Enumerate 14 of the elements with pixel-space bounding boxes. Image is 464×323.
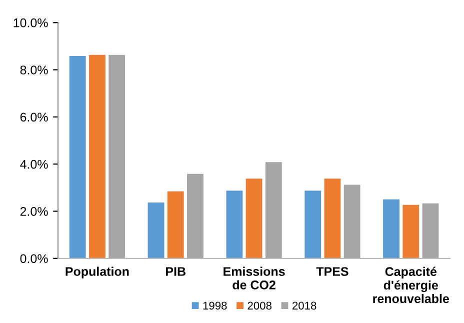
x-tick-label: Population (66, 266, 129, 278)
y-tick-label: 2.0% (20, 207, 48, 216)
legend-label: 2018 (292, 302, 316, 310)
legend-label: 1998 (203, 302, 227, 310)
x-tick-label: Capacité d'énergie renouvelable (373, 266, 450, 304)
y-tick-label: 6.0% (20, 112, 48, 122)
y-tick-label: 0.0% (20, 254, 48, 264)
legend-label: 2008 (248, 302, 272, 310)
y-tick-label: 10.0% (14, 18, 48, 28)
x-tick-label: TPES (316, 267, 348, 276)
y-tick-label: 4.0% (20, 160, 48, 169)
y-tick-label: 8.0% (20, 66, 48, 74)
x-tick-label: Emissions de CO2 (224, 266, 285, 290)
x-tick-label: PIB (166, 267, 186, 276)
